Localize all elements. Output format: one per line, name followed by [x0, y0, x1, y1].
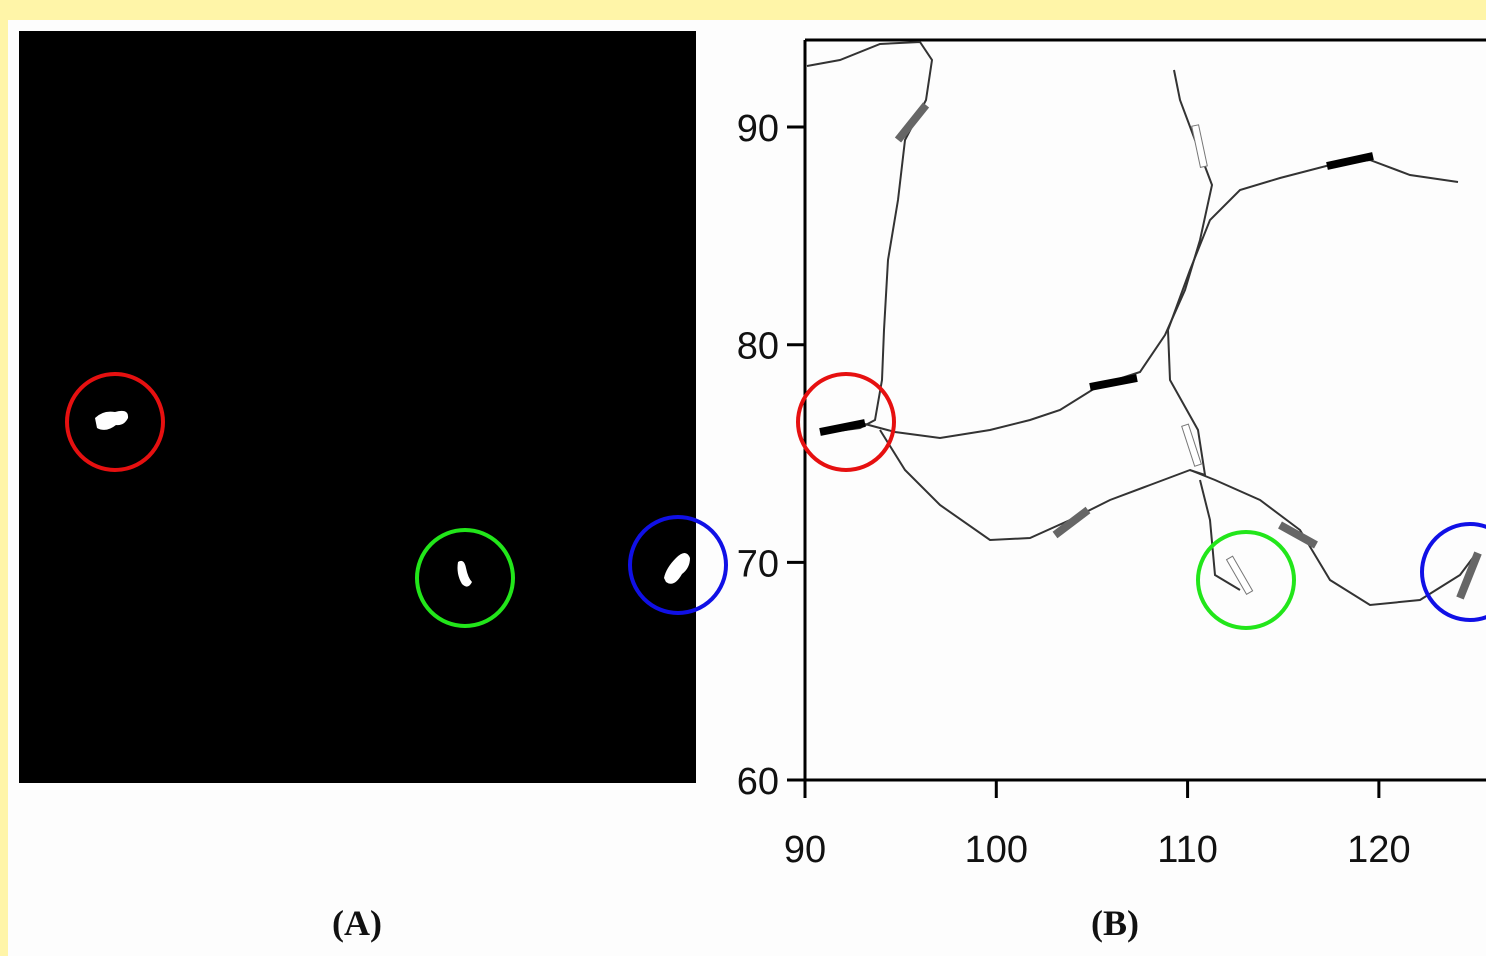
figure: (A) (B) 90 100 110 120 60 70 80 90: [0, 0, 1486, 956]
y-tick-label: 90: [737, 108, 779, 150]
y-tick-label: 80: [737, 326, 779, 368]
x-tick-label: 110: [1157, 829, 1218, 871]
panel-label: (B): [1091, 903, 1139, 943]
x-tick-label: 120: [1347, 829, 1410, 871]
y-tick-label: 60: [737, 761, 779, 803]
panel-label: (A): [332, 903, 382, 943]
x-tick-label: 90: [784, 829, 826, 871]
y-tick-label: 70: [737, 543, 779, 585]
page: (A) (B) 9010011012060708090 (() => { con…: [0, 0, 1486, 956]
x-tick-label: 100: [965, 829, 1028, 871]
image: [19, 31, 696, 783]
